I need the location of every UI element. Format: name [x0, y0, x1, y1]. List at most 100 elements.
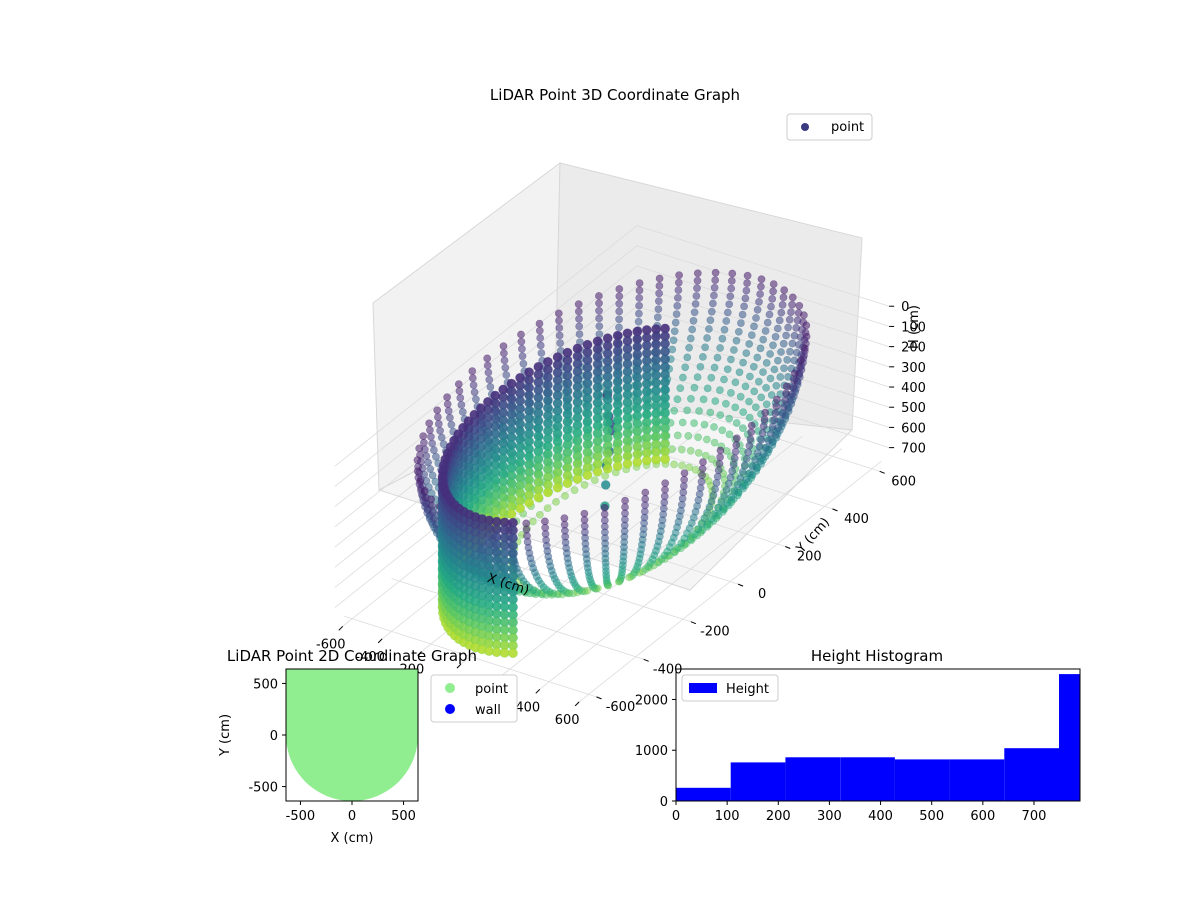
chart-3d-point [621, 496, 629, 505]
chart-3d-point [673, 395, 682, 404]
chart-3d-point [641, 495, 650, 503]
chart-3d-point [759, 335, 768, 344]
chart-3d-point [767, 302, 775, 311]
chart-3d-point [686, 446, 695, 455]
chart-3d-point [447, 420, 456, 429]
histogram-frame [675, 668, 1081, 802]
chart-3d-point [710, 363, 719, 372]
chart-3d-title: LiDAR Point 3D Coordinate Graph [490, 86, 740, 104]
chart-3d-point [766, 429, 775, 438]
chart-2d-y-ticks: -500 0 500 [248, 677, 286, 796]
chart-3d-point [802, 332, 811, 341]
chart-3d-point [443, 393, 451, 402]
chart-3d-point [575, 330, 584, 338]
chart-3d-z-ticks: 0 100 200 300 400 500 600 700 [889, 300, 926, 457]
chart-3d-point [776, 373, 785, 381]
chart-3d-point [699, 458, 707, 466]
chart-3d-point [710, 291, 718, 300]
y-tick-label: 2000 [635, 693, 668, 708]
chart-3d-point [711, 397, 720, 405]
chart-3d-point [729, 460, 738, 469]
chart-3d-point [443, 400, 452, 408]
chart-3d-point [413, 467, 422, 476]
chart-3d-point [696, 362, 705, 371]
chart-3d-point [741, 294, 750, 303]
chart-3d-point [728, 467, 737, 475]
chart-3d-point [681, 363, 690, 372]
chart-3d-point [524, 497, 534, 508]
chart-3d-point [615, 292, 624, 301]
chart-3d-point [711, 509, 719, 518]
chart-3d-point [580, 509, 589, 518]
chart-3d-point [499, 342, 508, 351]
chart-3d-point [433, 406, 442, 415]
chart-3d-point [802, 321, 811, 330]
chart-3d-point [690, 530, 699, 539]
chart-3d-point [635, 301, 643, 310]
chart-3d-point [759, 368, 767, 376]
chart-3d-point [727, 355, 735, 364]
histogram-bar [894, 759, 950, 801]
chart-3d-point [762, 383, 770, 392]
chart-3d-point [469, 381, 478, 389]
chart-3d-point [772, 402, 781, 411]
chart-3d-points [413, 268, 811, 658]
y-tick-mark [879, 470, 885, 474]
chart-3d-point [771, 332, 780, 341]
chart-3d-point [732, 419, 741, 427]
chart-3d-point [445, 413, 454, 422]
histogram-bar [785, 757, 841, 801]
chart-3d-point [732, 441, 741, 449]
chart-3d-point [710, 283, 719, 292]
x-tick-label: 600 [555, 713, 580, 728]
chart-3d-point [635, 294, 644, 302]
chart-3d-point [768, 422, 777, 431]
chart-3d-point [698, 471, 706, 480]
chart-3d-point [731, 447, 740, 456]
chart-3d-point [660, 454, 670, 464]
chart-3d-point [582, 470, 593, 481]
chart-3d-point [683, 406, 691, 415]
chart-3d-point [674, 293, 682, 302]
chart-3d-point [779, 293, 788, 302]
chart-3d-point [787, 308, 795, 316]
chart-3d-point [790, 369, 799, 378]
chart-3d-point [517, 337, 526, 346]
chart-3d-point [755, 297, 763, 306]
chart-3d-point [537, 349, 546, 357]
y-tick-label: 200 [797, 550, 822, 565]
chart-3d-legend: point [786, 113, 873, 141]
chart-3d-point [615, 315, 623, 324]
chart-3d-point [699, 395, 708, 404]
chart-3d-point [674, 278, 683, 287]
chart-3d-point [769, 287, 777, 296]
chart-3d-point [722, 399, 730, 408]
chart-3d-point [749, 362, 758, 371]
chart-3d-point [690, 308, 699, 317]
chart-3d-point [653, 313, 662, 322]
chart-3d-point [784, 323, 792, 332]
chart-3d-point [742, 454, 751, 463]
chart-3d-point [706, 408, 715, 417]
chart-3d-point [555, 316, 563, 325]
chart-3d-point [635, 279, 644, 287]
chart-3d-point [651, 454, 661, 465]
chart-3d-point [685, 343, 693, 352]
chart-3d-point [710, 438, 719, 447]
x-tick-mark [535, 688, 541, 694]
chart-3d-point [757, 393, 766, 402]
chart-3d-point [708, 455, 716, 464]
chart-3d-point [732, 434, 741, 443]
chart-3d-point [715, 459, 724, 468]
chart-3d-point [736, 474, 745, 483]
chart-3d-point [680, 469, 689, 477]
chart-3d-point [535, 326, 544, 335]
chart-3d-point [508, 648, 518, 658]
chart-3d-point [694, 448, 703, 457]
chart-3d-point [795, 301, 804, 310]
chart-3d-point [634, 317, 643, 326]
chart-3d-point [427, 501, 436, 510]
chart-3d-legend-label: point [831, 120, 864, 135]
x-tick-label: 700 [1022, 809, 1047, 824]
chart-3d-point [788, 293, 797, 302]
